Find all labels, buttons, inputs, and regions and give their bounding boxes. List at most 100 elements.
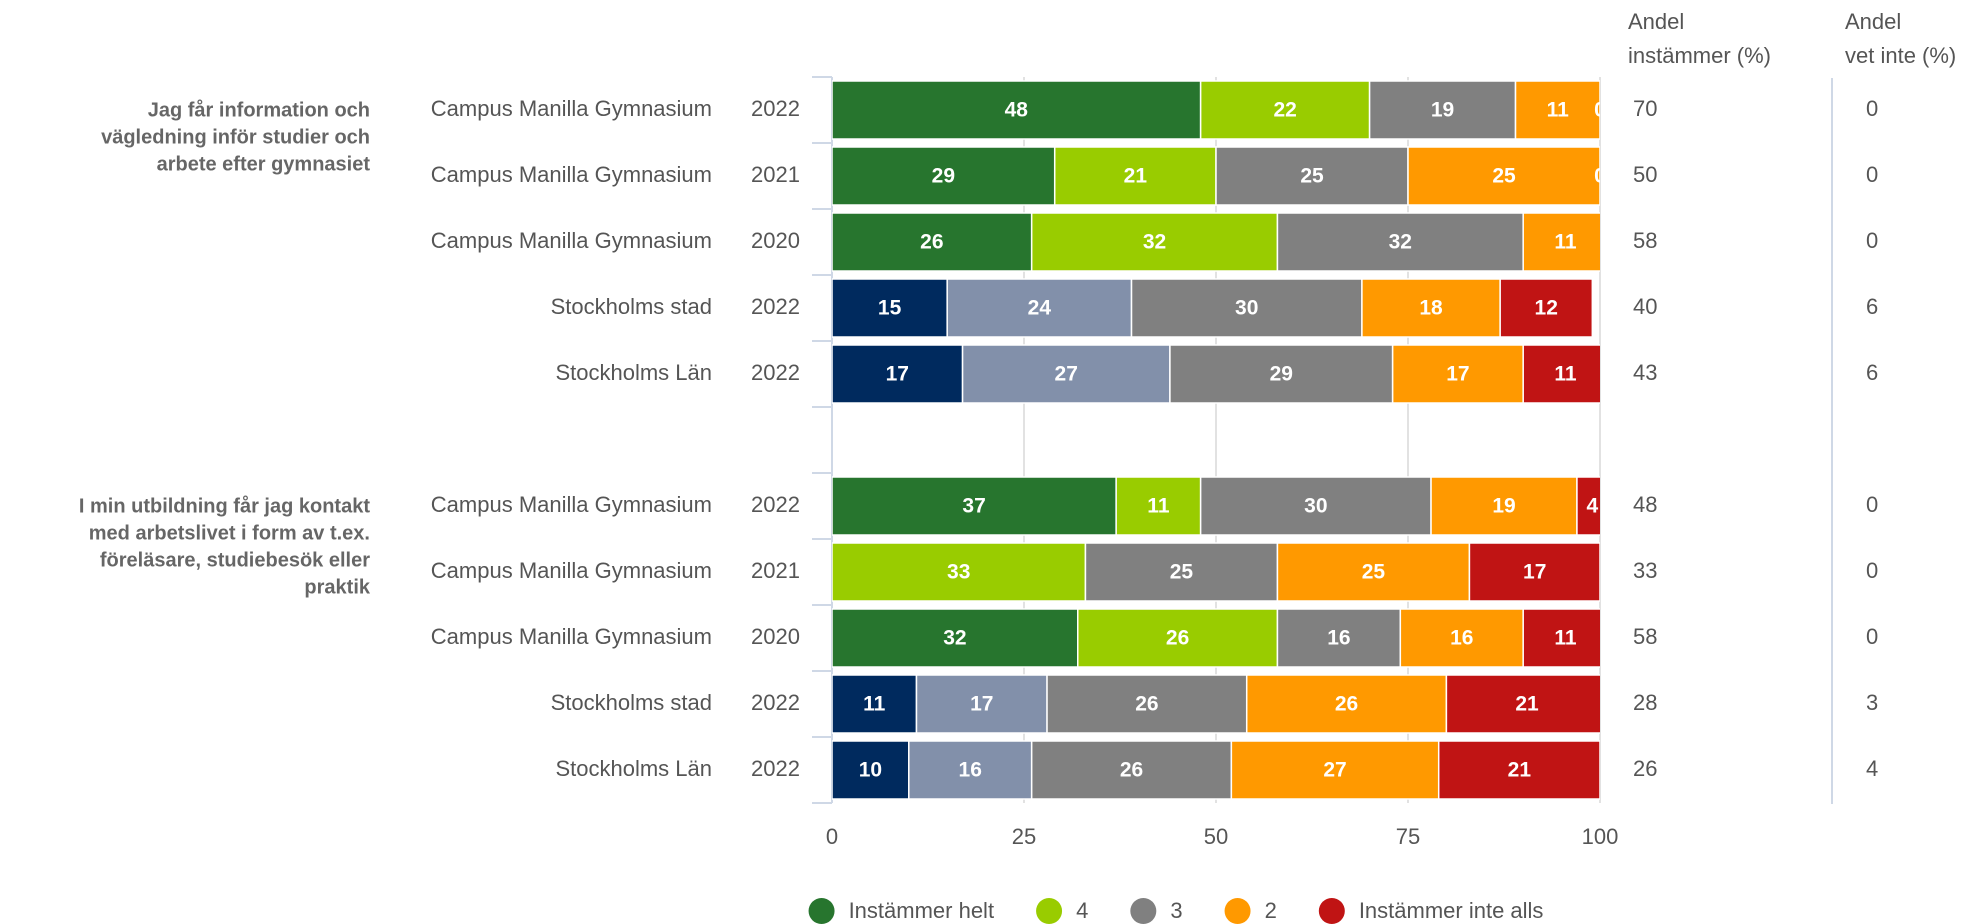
segment-label: 0 <box>1594 165 1606 188</box>
column-value: 70 <box>1633 96 1657 121</box>
bar-segment <box>946 278 1133 338</box>
column-value: 58 <box>1633 228 1657 253</box>
column-value: 40 <box>1633 294 1657 319</box>
year-label: 2022 <box>751 294 800 319</box>
group-label: Jag får information och <box>148 98 370 121</box>
segment-label: 25 <box>1492 165 1516 188</box>
column-value: 0 <box>1866 96 1878 121</box>
year-label: 2022 <box>751 96 800 121</box>
bar-segment <box>1276 608 1402 668</box>
legend-swatch <box>1130 898 1157 924</box>
x-tick-label: 100 <box>1582 824 1619 849</box>
column-value: 4 <box>1866 756 1878 781</box>
category-label: Campus Manilla Gymnasium <box>431 162 712 187</box>
bar-segment <box>1399 608 1524 668</box>
category-label: Campus Manilla Gymnasium <box>431 624 712 649</box>
bar-segment <box>915 674 1048 734</box>
column-value: 0 <box>1866 228 1878 253</box>
year-label: 2020 <box>751 228 800 253</box>
bar-segment <box>1468 542 1600 602</box>
segment-label: 16 <box>1327 627 1350 650</box>
x-tick-label: 50 <box>1204 824 1228 849</box>
column-value: 3 <box>1866 690 1878 715</box>
legend-label: Instämmer helt <box>849 898 995 923</box>
bar-segment <box>1199 80 1371 140</box>
bar-segment <box>832 344 964 404</box>
segment-label: 25 <box>1300 165 1324 188</box>
bar-segment <box>1276 212 1524 272</box>
x-tick-label: 25 <box>1012 824 1036 849</box>
bar-segment <box>832 80 1202 140</box>
segment-label: 12 <box>1535 297 1558 320</box>
segment-label: 25 <box>1170 561 1194 584</box>
year-label: 2021 <box>751 558 800 583</box>
segment-label: 32 <box>1143 231 1166 254</box>
bar-segment <box>1522 608 1600 668</box>
column-value: 6 <box>1866 294 1878 319</box>
bar-segment <box>1115 476 1202 536</box>
bar-segment <box>1407 146 1600 206</box>
legend-swatch <box>1224 898 1251 924</box>
segment-label: 24 <box>1028 297 1052 320</box>
segment-label: 26 <box>1135 693 1158 716</box>
segment-label: 30 <box>1235 297 1258 320</box>
bar-segment <box>1514 80 1600 140</box>
segment-label: 11 <box>1554 231 1577 254</box>
bar-segment <box>1522 212 1600 272</box>
category-label: Campus Manilla Gymnasium <box>431 492 712 517</box>
column-value: 28 <box>1633 690 1657 715</box>
column-value: 6 <box>1866 360 1878 385</box>
segment-label: 25 <box>1362 561 1386 584</box>
category-label: Stockholms stad <box>551 294 712 319</box>
segment-label: 26 <box>920 231 943 254</box>
segment-label: 26 <box>1166 627 1189 650</box>
segment-label: 16 <box>1450 627 1473 650</box>
segment-label: 4 <box>1586 495 1598 518</box>
group-label: vägledning inför studier och <box>101 126 370 148</box>
bar-segment <box>1245 674 1448 734</box>
column-value: 0 <box>1866 558 1878 583</box>
legend-label: 4 <box>1076 898 1088 923</box>
segment-label: 11 <box>863 693 886 716</box>
bar-segment <box>1053 146 1217 206</box>
segment-label: 29 <box>932 165 955 188</box>
x-tick-label: 75 <box>1396 824 1420 849</box>
column-value: 33 <box>1633 558 1657 583</box>
bar-segment <box>1437 740 1600 800</box>
bars: 48 22 19 11 0 29 21 25 25 0 26 32 32 11 0 15 24 30 18 12 17 2… <box>832 80 1606 800</box>
legend-label: Instämmer inte alls <box>1359 898 1544 923</box>
segment-label: 10 <box>859 759 882 782</box>
group-label: med arbetslivet i form av t.ex. <box>89 522 370 544</box>
legend-label: 3 <box>1170 898 1182 923</box>
column-header: Andel <box>1845 9 1901 34</box>
column-value: 26 <box>1633 756 1657 781</box>
segment-label: 26 <box>1120 759 1143 782</box>
segment-label: 33 <box>947 561 970 584</box>
column-header: Andel <box>1628 9 1684 34</box>
segment-label: 17 <box>970 693 993 716</box>
legend: Instämmer helt 4 3 2 Instämmer inte alls <box>808 898 1544 924</box>
segment-label: 19 <box>1431 99 1454 122</box>
segment-label: 30 <box>1304 495 1327 518</box>
bar-segment <box>1199 476 1432 536</box>
segment-label: 27 <box>1323 759 1346 782</box>
bar-segment <box>1368 80 1517 140</box>
column-value: 48 <box>1633 492 1657 517</box>
category-label: Campus Manilla Gymnasium <box>431 558 712 583</box>
year-label: 2022 <box>751 360 800 385</box>
legend-label: 2 <box>1265 898 1277 923</box>
segment-label: 15 <box>878 297 902 320</box>
segment-label: 37 <box>962 495 985 518</box>
segment-label: 26 <box>1335 693 1358 716</box>
column-value: 0 <box>1866 162 1878 187</box>
x-tick-label: 0 <box>826 824 838 849</box>
segment-label: 32 <box>943 627 966 650</box>
bar-segment <box>1576 476 1600 536</box>
group-label: praktik <box>304 576 370 598</box>
segment-label: 29 <box>1270 363 1293 386</box>
bar-segment <box>832 674 918 734</box>
segment-label: 22 <box>1273 99 1296 122</box>
segment-label: 32 <box>1389 231 1412 254</box>
segment-label: 21 <box>1515 693 1539 716</box>
